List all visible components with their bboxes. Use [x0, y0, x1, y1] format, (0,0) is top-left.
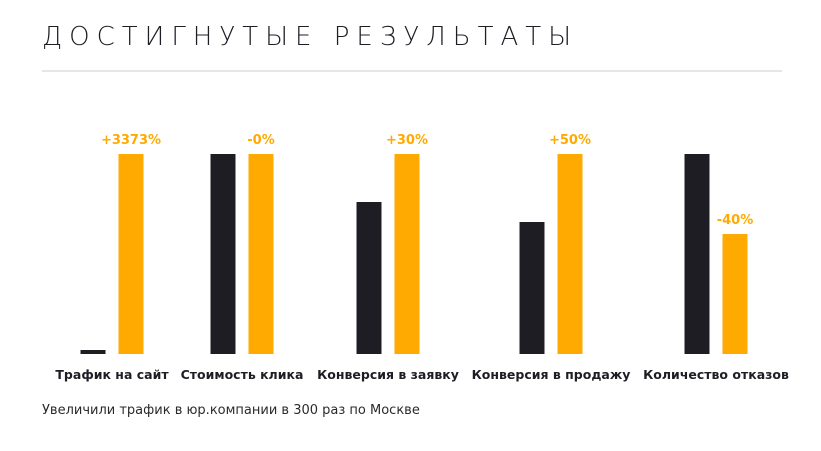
divider — [42, 70, 782, 72]
category-label: Количество отказов — [643, 367, 789, 382]
bar-after — [118, 154, 144, 354]
bar-before — [519, 222, 545, 354]
category-label: Конверсия в заявку — [317, 367, 459, 382]
bar-after — [557, 154, 583, 354]
bar-before — [684, 154, 710, 354]
bar-after — [394, 154, 420, 354]
bar-before — [210, 154, 236, 354]
page-title: ДОСТИГНУТЫЕ РЕЗУЛЬТАТЫ — [42, 22, 579, 52]
data-label: -40% — [717, 213, 754, 228]
data-label: +30% — [386, 133, 428, 148]
data-label: -0% — [247, 133, 274, 148]
category-label: Конверсия в продажу — [472, 367, 631, 382]
data-label: +3373% — [101, 133, 161, 148]
bar-after — [722, 234, 748, 354]
category-label: Трафик на сайт — [55, 367, 169, 382]
bar-before — [80, 350, 106, 354]
data-label: +50% — [549, 133, 591, 148]
bar-before — [356, 202, 382, 354]
category-label: Стоимость клика — [181, 367, 304, 382]
bar-after — [248, 154, 274, 354]
caption: Увеличили трафик в юр.компании в 300 раз… — [42, 403, 420, 418]
